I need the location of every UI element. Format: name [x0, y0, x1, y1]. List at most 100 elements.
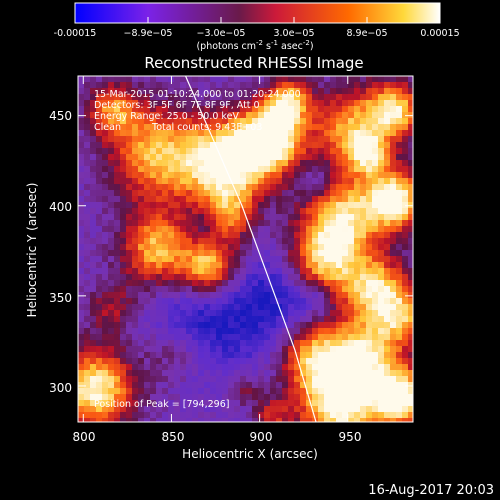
- heatmap-cell: [342, 214, 349, 221]
- heatmap-cell: [144, 166, 151, 173]
- heatmap-cell: [210, 316, 217, 323]
- heatmap-cell: [312, 142, 319, 149]
- heatmap-cell: [78, 220, 85, 227]
- heatmap-cell: [282, 340, 289, 347]
- heatmap-cell: [282, 358, 289, 365]
- heatmap-cell: [108, 268, 115, 275]
- heatmap-cell: [168, 214, 175, 221]
- heatmap-cell: [216, 160, 223, 167]
- heatmap-cell: [378, 316, 385, 323]
- heatmap-cell: [366, 256, 373, 263]
- heatmap-cell: [336, 394, 343, 401]
- heatmap-cell: [168, 316, 175, 323]
- heatmap-cell: [402, 238, 409, 245]
- heatmap-cell: [186, 352, 193, 359]
- heatmap-cell: [378, 166, 385, 173]
- heatmap-cell: [204, 82, 211, 89]
- heatmap-cell: [210, 412, 217, 419]
- heatmap-cell: [408, 178, 413, 185]
- heatmap-cell: [336, 268, 343, 275]
- heatmap-cell: [246, 202, 253, 209]
- heatmap-cell: [198, 256, 205, 263]
- heatmap-cell: [282, 400, 289, 407]
- heatmap-cell: [300, 334, 307, 341]
- heatmap-cell: [270, 286, 277, 293]
- heatmap-cell: [144, 124, 151, 131]
- heatmap-cell: [204, 226, 211, 233]
- heatmap-cell: [372, 106, 379, 113]
- heatmap-cell: [78, 274, 85, 281]
- heatmap-cell: [252, 130, 259, 137]
- heatmap-cell: [270, 166, 277, 173]
- heatmap-cell: [174, 382, 181, 389]
- heatmap-cell: [288, 418, 295, 422]
- heatmap-cell: [384, 184, 391, 191]
- heatmap-cell: [372, 250, 379, 257]
- heatmap-cell: [300, 184, 307, 191]
- heatmap-cell: [198, 202, 205, 209]
- heatmap-cell: [108, 184, 115, 191]
- heatmap-cell: [156, 112, 163, 119]
- heatmap-cell: [204, 400, 211, 407]
- heatmap-cell: [258, 418, 265, 422]
- heatmap-cell: [222, 190, 229, 197]
- heatmap-cell: [372, 100, 379, 107]
- heatmap-cell: [306, 262, 313, 269]
- heatmap-cell: [408, 334, 413, 341]
- heatmap-cell: [324, 370, 331, 377]
- heatmap-cell: [348, 154, 355, 161]
- heatmap-cell: [138, 280, 145, 287]
- heatmap-cell: [138, 250, 145, 257]
- heatmap-cell: [378, 178, 385, 185]
- heatmap-cell: [126, 76, 133, 83]
- heatmap-cell: [84, 322, 91, 329]
- heatmap-cell: [246, 298, 253, 305]
- heatmap-cell: [252, 154, 259, 161]
- heatmap-cell: [210, 166, 217, 173]
- heatmap-cell: [216, 346, 223, 353]
- heatmap-cell: [204, 130, 211, 137]
- heatmap-cell: [180, 388, 187, 395]
- heatmap-cell: [306, 292, 313, 299]
- heatmap-cell: [186, 220, 193, 227]
- heatmap-cell: [216, 316, 223, 323]
- heatmap-cell: [186, 118, 193, 125]
- heatmap-cell: [264, 334, 271, 341]
- heatmap-cell: [390, 76, 397, 83]
- heatmap-cell: [366, 316, 373, 323]
- heatmap-cell: [366, 310, 373, 317]
- heatmap-cell: [258, 412, 265, 419]
- heatmap-cell: [102, 232, 109, 239]
- heatmap-cell: [288, 202, 295, 209]
- heatmap-cell: [78, 352, 85, 359]
- heatmap-cell: [378, 208, 385, 215]
- heatmap-cell: [108, 334, 115, 341]
- heatmap-cell: [120, 100, 127, 107]
- heatmap-cell: [294, 262, 301, 269]
- heatmap-cell: [330, 208, 337, 215]
- heatmap-cell: [132, 100, 139, 107]
- heatmap-cell: [126, 238, 133, 245]
- heatmap-cell: [246, 280, 253, 287]
- heatmap-cell: [90, 274, 97, 281]
- heatmap-cell: [222, 406, 229, 413]
- heatmap-cell: [216, 226, 223, 233]
- heatmap-cell: [408, 232, 413, 239]
- heatmap-cell: [366, 88, 373, 95]
- heatmap-cell: [138, 190, 145, 197]
- heatmap-cell: [174, 100, 181, 107]
- heatmap-cell: [156, 118, 163, 125]
- heatmap-cell: [360, 112, 367, 119]
- heatmap-cell: [216, 130, 223, 137]
- heatmap-cell: [150, 292, 157, 299]
- heatmap-cell: [258, 148, 265, 155]
- heatmap-cell: [174, 274, 181, 281]
- heatmap-cell: [264, 262, 271, 269]
- heatmap-cell: [222, 232, 229, 239]
- heatmap-cell: [126, 352, 133, 359]
- heatmap-cell: [138, 154, 145, 161]
- heatmap-cell: [246, 256, 253, 263]
- y-tick-label: 400: [49, 200, 72, 214]
- heatmap-cell: [342, 250, 349, 257]
- heatmap-cell: [138, 400, 145, 407]
